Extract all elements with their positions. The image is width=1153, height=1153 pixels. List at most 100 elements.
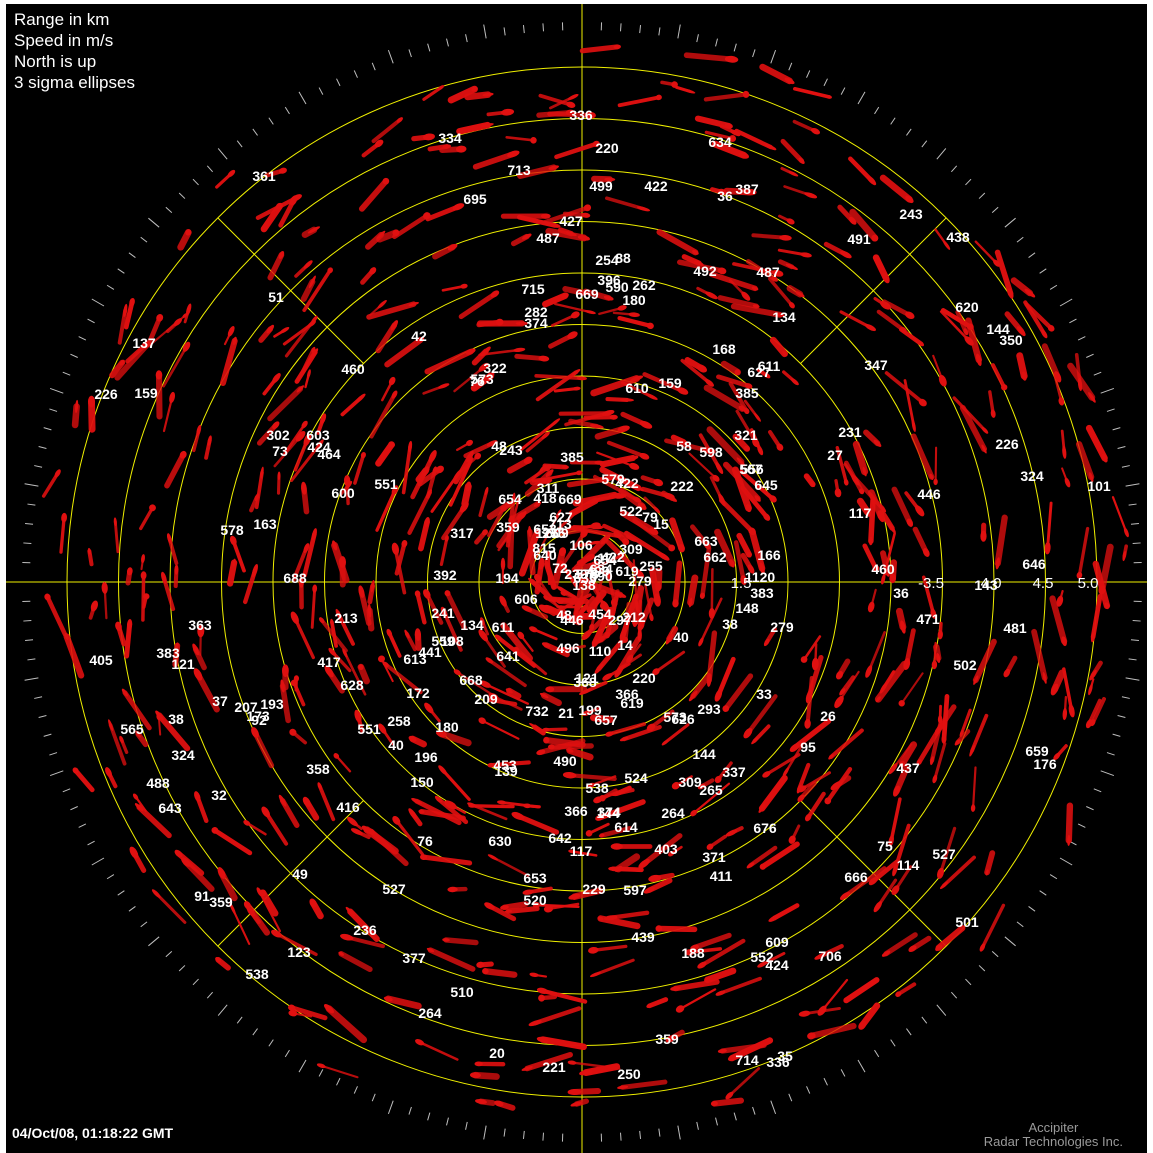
track-id-label[interactable]: 33 <box>756 686 772 702</box>
track-id-label[interactable]: 148 <box>735 600 759 616</box>
track-id-label[interactable]: 279 <box>770 619 794 635</box>
track-id-label[interactable]: 510 <box>450 984 474 1000</box>
track-id-label[interactable]: 264 <box>418 1005 442 1021</box>
track-id-label[interactable]: 32 <box>211 787 227 803</box>
track-id-label[interactable]: 15 <box>653 516 669 532</box>
track-id-label[interactable]: 552 <box>750 949 774 965</box>
track-id-label[interactable]: 117 <box>849 505 872 521</box>
track-id-label[interactable]: 361 <box>252 168 276 184</box>
track-id-label[interactable]: 279 <box>628 573 652 589</box>
track-id-label[interactable]: 121 <box>575 670 599 686</box>
track-id-label[interactable]: 163 <box>253 516 277 532</box>
track-id-label[interactable]: 236 <box>353 922 377 938</box>
track-id-label[interactable]: 117 <box>570 843 593 859</box>
track-id-label[interactable]: 241 <box>431 605 455 621</box>
track-id-label[interactable]: 387 <box>735 181 759 197</box>
track-id-label[interactable]: 663 <box>694 533 718 549</box>
track-id-label[interactable]: 424 <box>307 439 331 455</box>
track-id-label[interactable]: 695 <box>463 191 487 207</box>
track-id-label[interactable]: 134 <box>772 309 796 325</box>
track-id-label[interactable]: 101 <box>1087 478 1111 494</box>
track-id-label[interactable]: 642 <box>548 830 572 846</box>
track-id-label[interactable]: 499 <box>589 178 613 194</box>
track-id-label[interactable]: 226 <box>94 386 118 402</box>
track-id-label[interactable]: 573 <box>470 371 494 387</box>
track-id-label[interactable]: 496 <box>556 640 580 656</box>
track-id-label[interactable]: 392 <box>433 567 457 583</box>
track-id-label[interactable]: 322 <box>483 360 507 376</box>
track-id-label[interactable]: 688 <box>283 570 307 586</box>
track-id-label[interactable]: 337 <box>722 764 746 780</box>
track-id-label[interactable]: 645 <box>754 477 778 493</box>
track-id-label[interactable]: 48 <box>491 438 507 454</box>
track-id-label[interactable]: 732 <box>525 703 549 719</box>
track-id-label[interactable]: 598 <box>699 444 723 460</box>
track-id-label[interactable]: 630 <box>488 833 512 849</box>
track-id-label[interactable]: 72 <box>552 560 568 576</box>
track-id-label[interactable]: 359 <box>655 1031 679 1047</box>
track-id-label[interactable]: 350 <box>999 332 1023 348</box>
track-id-label[interactable]: 51 <box>268 289 284 305</box>
track-id-label[interactable]: 460 <box>871 561 895 577</box>
track-id-label[interactable]: 492 <box>693 263 717 279</box>
track-id-label[interactable]: 243 <box>499 442 523 458</box>
track-id-label[interactable]: 471 <box>916 611 940 627</box>
track-id-label[interactable]: 579 <box>601 471 625 487</box>
track-id-label[interactable]: 371 <box>702 849 726 865</box>
track-id-label[interactable]: 172 <box>406 685 430 701</box>
track-id-label[interactable]: 641 <box>496 648 520 664</box>
track-id-label[interactable]: 611 <box>758 358 781 374</box>
track-id-label[interactable]: 713 <box>507 162 531 178</box>
track-id-label[interactable]: 499 <box>586 563 610 579</box>
track-id-label[interactable]: 334 <box>438 130 462 146</box>
track-id-label[interactable]: 125 <box>535 525 559 541</box>
track-id-label[interactable]: 481 <box>1003 620 1027 636</box>
track-id-label[interactable]: 134 <box>460 617 484 633</box>
track-id-label[interactable]: 438 <box>946 229 970 245</box>
track-id-label[interactable]: 666 <box>844 869 868 885</box>
track-id-label[interactable]: 374 <box>524 315 548 331</box>
track-id-label[interactable]: 600 <box>331 485 355 501</box>
track-id-label[interactable]: 374 <box>597 804 621 820</box>
track-id-label[interactable]: 657 <box>594 712 618 728</box>
track-id-label[interactable]: 527 <box>932 846 956 862</box>
track-id-label[interactable]: 422 <box>601 549 625 565</box>
track-id-label[interactable]: 14 <box>617 637 633 653</box>
track-id-label[interactable]: 628 <box>340 677 364 693</box>
track-id-label[interactable]: 188 <box>681 945 705 961</box>
track-id-label[interactable]: 264 <box>661 805 685 821</box>
track-id-label[interactable]: 439 <box>631 929 655 945</box>
track-id-label[interactable]: 609 <box>765 934 789 950</box>
track-id-label[interactable]: 411 <box>710 868 733 884</box>
track-id-label[interactable]: 265 <box>699 782 723 798</box>
track-id-label[interactable]: 255 <box>639 558 663 574</box>
track-id-label[interactable]: 653 <box>533 521 557 537</box>
track-id-label[interactable]: 634 <box>589 561 613 577</box>
track-id-label[interactable]: 527 <box>382 881 406 897</box>
track-id-label[interactable]: 311 <box>537 480 560 496</box>
track-id-label[interactable]: 441 <box>418 644 442 660</box>
track-id-label[interactable]: 363 <box>188 617 212 633</box>
track-id-label[interactable]: 180 <box>622 292 646 308</box>
track-id-label[interactable]: 567 <box>739 461 763 477</box>
track-id-label[interactable]: 222 <box>670 478 694 494</box>
track-id-label[interactable]: 76 <box>417 833 433 849</box>
track-id-label[interactable]: 212 <box>622 609 646 625</box>
track-id-label[interactable]: 487 <box>756 264 780 280</box>
track-id-label[interactable]: 17 <box>597 550 613 566</box>
track-id-label[interactable]: 653 <box>523 870 547 886</box>
track-id-label[interactable]: 114 <box>897 857 920 873</box>
track-id-label[interactable]: 40 <box>673 629 689 645</box>
track-id-label[interactable]: 123 <box>287 944 311 960</box>
track-id-label[interactable]: 619 <box>615 563 639 579</box>
track-id-label[interactable]: 524 <box>624 770 648 786</box>
track-id-label[interactable]: 424 <box>765 957 789 973</box>
track-id-label[interactable]: 193 <box>260 696 284 712</box>
track-id-label[interactable]: 520 <box>523 892 547 908</box>
track-id-label[interactable]: 403 <box>654 841 678 857</box>
track-id-label[interactable]: 646 <box>1022 556 1046 572</box>
track-id-label[interactable]: 220 <box>595 140 619 156</box>
track-id-label[interactable]: 669 <box>575 286 599 302</box>
track-id-label[interactable]: 27 <box>827 447 843 463</box>
track-id-label[interactable]: 258 <box>387 713 411 729</box>
